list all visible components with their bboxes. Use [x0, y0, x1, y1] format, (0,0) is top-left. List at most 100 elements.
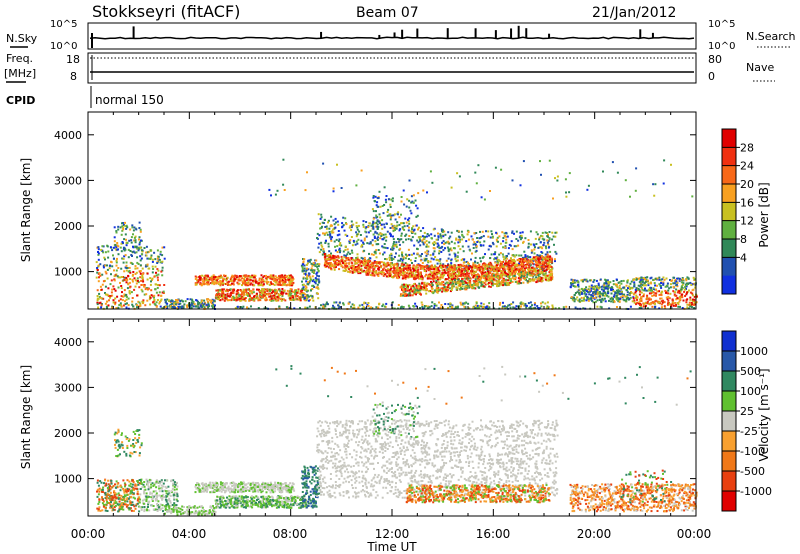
- power-pixel: [395, 241, 398, 244]
- power-pixel: [631, 300, 634, 303]
- power-pixel: [477, 286, 480, 289]
- power-pixel: [418, 284, 421, 287]
- power-pixel: [150, 280, 152, 283]
- power-pixel: [156, 262, 159, 264]
- power-pixel: [543, 258, 546, 260]
- power-pixel: [442, 274, 445, 276]
- power-pixel: [210, 275, 213, 278]
- power-pixel: [467, 269, 470, 272]
- power-pixel: [405, 221, 408, 224]
- power-pixel: [291, 294, 294, 297]
- power-pixel: [409, 288, 412, 291]
- power-pixel: [356, 256, 359, 259]
- power-pixel: [281, 275, 284, 278]
- power-pixel: [498, 267, 501, 270]
- power-pixel: [409, 294, 412, 297]
- power-pixel: [120, 267, 123, 270]
- power-pixel: [615, 278, 618, 281]
- power-pixel: [381, 305, 384, 308]
- power-pixel: [481, 273, 484, 276]
- power-pixel: [279, 277, 282, 280]
- power-pixel: [337, 304, 340, 307]
- power-pixel: [308, 259, 311, 262]
- power-pixel: [527, 272, 530, 275]
- power-pixel: [130, 239, 133, 242]
- power-pixel: [420, 285, 423, 288]
- power-pixel: [358, 304, 361, 307]
- power-pixel: [501, 306, 504, 309]
- power-pixel: [235, 293, 238, 296]
- power-pixel: [401, 261, 404, 264]
- power-pixel: [457, 272, 460, 275]
- power-pixel: [168, 299, 171, 302]
- power-pixel: [190, 306, 193, 309]
- power-pixel: [391, 248, 394, 251]
- power-pixel: [301, 280, 303, 283]
- power-pixel: [321, 225, 323, 228]
- power-pixel: [129, 271, 132, 274]
- power-pixel: [225, 297, 228, 300]
- power-pixel: [469, 281, 471, 284]
- power-pixel: [460, 282, 463, 285]
- power-pixel: [433, 247, 436, 250]
- power-pixel: [311, 275, 314, 278]
- power-pixel: [437, 236, 440, 239]
- power-pixel: [141, 250, 144, 253]
- power-pixel: [492, 282, 495, 285]
- power-pixel: [274, 279, 277, 282]
- power-pixel: [504, 241, 507, 244]
- power-pixel: [272, 283, 274, 286]
- power-pixel: [505, 238, 508, 241]
- power-pixel: [512, 275, 515, 278]
- power-pixel: [115, 246, 118, 249]
- power-pixel: [343, 262, 346, 265]
- power-pixel: [195, 305, 198, 308]
- power-pixel: [118, 299, 120, 302]
- power-pixel: [334, 217, 337, 220]
- power-pixel: [313, 286, 316, 288]
- power-pixel: [547, 279, 550, 282]
- power-pixel: [428, 290, 431, 293]
- power-pixel: [555, 231, 558, 234]
- power-pixel: [493, 269, 496, 272]
- power-pixel: [149, 249, 152, 252]
- power-pixel: [541, 237, 544, 240]
- power-pixel: [525, 306, 528, 309]
- power-pixel: [398, 238, 401, 241]
- power-pixel: [244, 299, 247, 302]
- power-pixel: [278, 289, 281, 292]
- power-pixel: [263, 275, 266, 277]
- power-pixel: [338, 244, 341, 246]
- power-pixel: [447, 303, 450, 306]
- power-pixel: [217, 298, 220, 301]
- power-pixel: [379, 237, 382, 240]
- power-pixel: [457, 238, 460, 241]
- power-pixel: [185, 304, 188, 307]
- power-pixel: [219, 276, 222, 279]
- power-pixel: [193, 303, 196, 306]
- power-pixel: [453, 242, 456, 245]
- power-pixel: [136, 294, 139, 297]
- power-pixel: [509, 244, 512, 247]
- power-pixel: [418, 275, 421, 278]
- power-pixel: [516, 280, 519, 283]
- power-pixel: [105, 272, 108, 275]
- power-pixel: [604, 293, 607, 296]
- power-pixel: [420, 288, 423, 291]
- power-pixel: [388, 254, 391, 257]
- power-pixel: [313, 269, 316, 272]
- power-pixel: [97, 252, 100, 255]
- power-pixel: [534, 246, 536, 249]
- power-pixel: [283, 281, 285, 283]
- power-pixel: [317, 297, 320, 300]
- power-pixel: [408, 253, 411, 256]
- power-pixel: [459, 288, 462, 291]
- power-pixel: [159, 253, 162, 256]
- power-pixel: [301, 267, 304, 270]
- power-pixel: [377, 306, 380, 309]
- power-pixel: [126, 302, 128, 305]
- power-pixel: [312, 284, 315, 287]
- power-pixel: [156, 299, 159, 301]
- nsky-label: N.Sky: [6, 32, 38, 45]
- power-pixel: [546, 239, 549, 242]
